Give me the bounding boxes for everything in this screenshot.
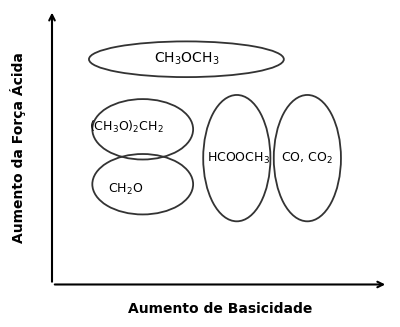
Text: CH$_2$O: CH$_2$O bbox=[108, 182, 144, 197]
Text: CH$_3$OCH$_3$: CH$_3$OCH$_3$ bbox=[154, 51, 219, 67]
Text: Aumento de Basicidade: Aumento de Basicidade bbox=[128, 302, 312, 316]
Text: Aumento da Força Ácida: Aumento da Força Ácida bbox=[10, 52, 26, 243]
Text: HCOOCH$_3$: HCOOCH$_3$ bbox=[207, 151, 270, 166]
Text: CO, CO$_2$: CO, CO$_2$ bbox=[282, 151, 333, 166]
Text: (CH$_3$O)$_2$CH$_2$: (CH$_3$O)$_2$CH$_2$ bbox=[88, 118, 163, 135]
